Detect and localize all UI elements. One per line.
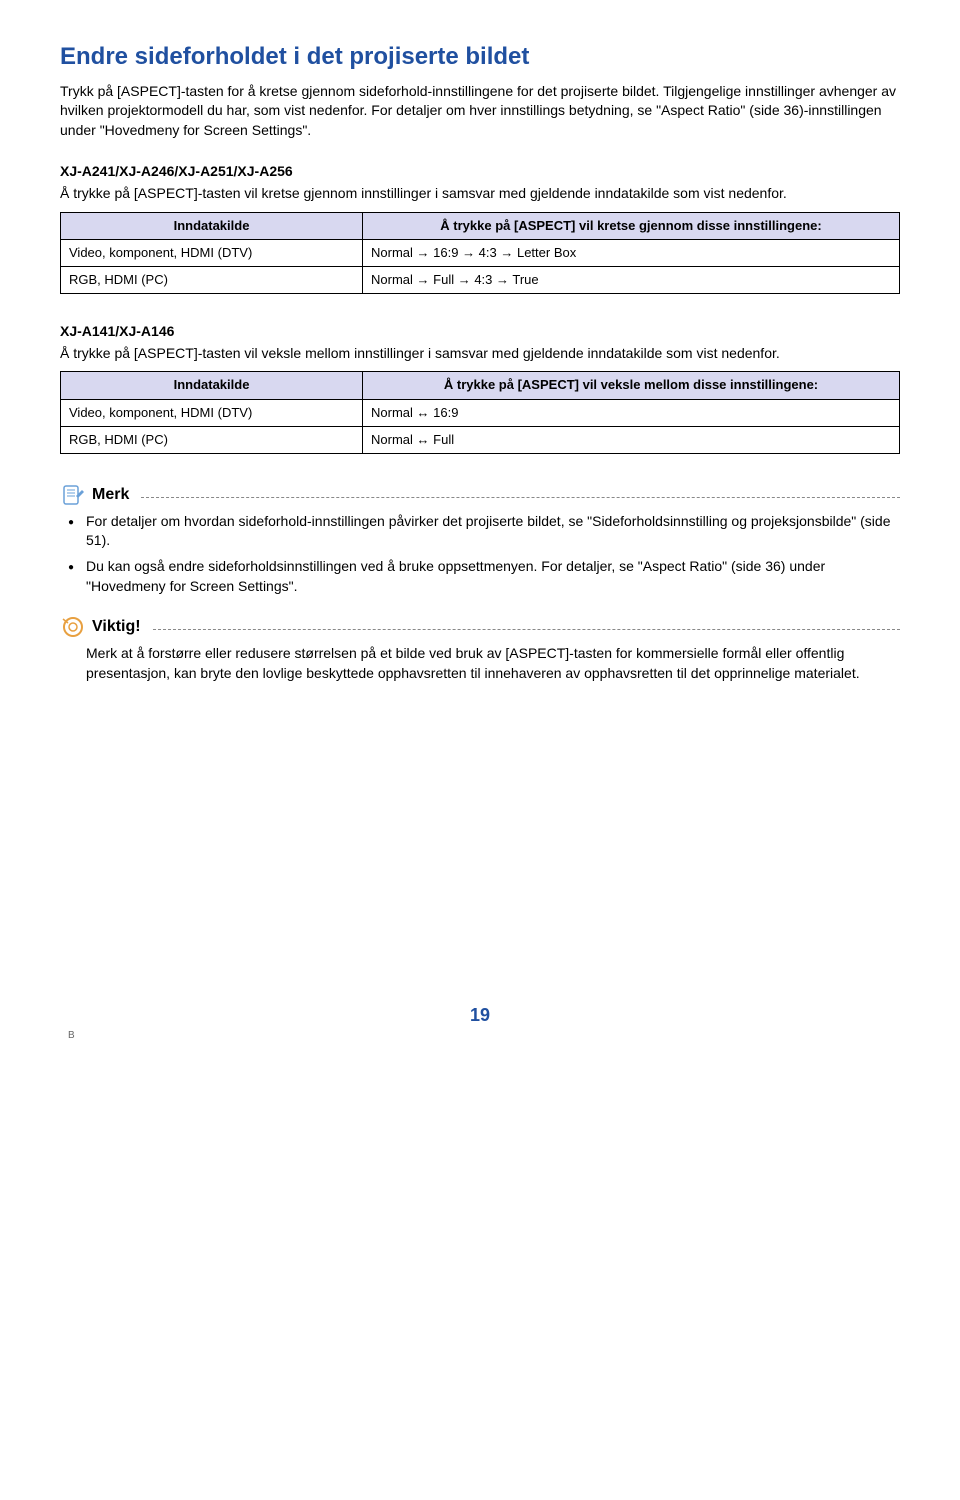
section-2: XJ-A141/XJ-A146 Å trykke på [ASPECT]-tas… [60, 322, 900, 454]
table-cell: Video, komponent, HDMI (DTV) [61, 239, 363, 266]
intro-paragraph: Trykk på [ASPECT]-tasten for å kretse gj… [60, 82, 900, 141]
important-label: Viktig! [92, 616, 141, 638]
table-cell: Normal ↔ Full [363, 426, 900, 453]
note-icon [60, 482, 86, 508]
section2-table: Inndatakilde Å trykke på [ASPECT] vil ve… [60, 371, 900, 454]
important-block: Viktig! Merk at å forstørre eller reduse… [60, 614, 900, 683]
page-footer: 19 B [60, 1003, 900, 1028]
table-cell: Normal ↔ 16:9 [363, 399, 900, 426]
note-header: Merk [60, 482, 900, 508]
section2-description: Å trykke på [ASPECT]-tasten vil veksle m… [60, 344, 900, 364]
table-cell: RGB, HDMI (PC) [61, 266, 363, 293]
important-header: Viktig! [60, 614, 900, 640]
note-item: Du kan også endre sideforholdsinnstillin… [86, 557, 900, 596]
section2-heading: XJ-A141/XJ-A146 [60, 322, 900, 342]
table-row: RGB, HDMI (PC) Normal ↔ Full [61, 426, 900, 453]
table-header-row: Inndatakilde Å trykke på [ASPECT] vil kr… [61, 212, 900, 239]
table-cell: Video, komponent, HDMI (DTV) [61, 399, 363, 426]
page-title: Endre sideforholdet i det projiserte bil… [60, 40, 900, 74]
important-icon [60, 614, 86, 640]
footer-mark: B [68, 1029, 75, 1043]
section1-heading: XJ-A241/XJ-A246/XJ-A251/XJ-A256 [60, 162, 900, 182]
table-header-col1: Inndatakilde [61, 212, 363, 239]
section-1: XJ-A241/XJ-A246/XJ-A251/XJ-A256 Å trykke… [60, 162, 900, 294]
note-label: Merk [92, 484, 129, 506]
table-header-row: Inndatakilde Å trykke på [ASPECT] vil ve… [61, 372, 900, 399]
note-divider [141, 496, 900, 498]
table-cell: Normal → 16:9 → 4:3 → Letter Box [363, 239, 900, 266]
table-header-col2: Å trykke på [ASPECT] vil kretse gjennom … [363, 212, 900, 239]
table-cell: Normal → Full → 4:3 → True [363, 266, 900, 293]
note-list: For detaljer om hvordan sideforhold-inns… [60, 512, 900, 596]
table-cell: RGB, HDMI (PC) [61, 426, 363, 453]
table-header-col1: Inndatakilde [61, 372, 363, 399]
section1-description: Å trykke på [ASPECT]-tasten vil kretse g… [60, 184, 900, 204]
table-header-col2: Å trykke på [ASPECT] vil veksle mellom d… [363, 372, 900, 399]
section1-table: Inndatakilde Å trykke på [ASPECT] vil kr… [60, 212, 900, 295]
table-row: Video, komponent, HDMI (DTV) Normal ↔ 16… [61, 399, 900, 426]
table-row: RGB, HDMI (PC) Normal → Full → 4:3 → Tru… [61, 266, 900, 293]
important-divider [153, 628, 900, 630]
note-item: For detaljer om hvordan sideforhold-inns… [86, 512, 900, 551]
page-number: 19 [60, 1003, 900, 1028]
note-block: Merk For detaljer om hvordan sideforhold… [60, 482, 900, 596]
table-row: Video, komponent, HDMI (DTV) Normal → 16… [61, 239, 900, 266]
important-text: Merk at å forstørre eller redusere størr… [60, 644, 900, 683]
